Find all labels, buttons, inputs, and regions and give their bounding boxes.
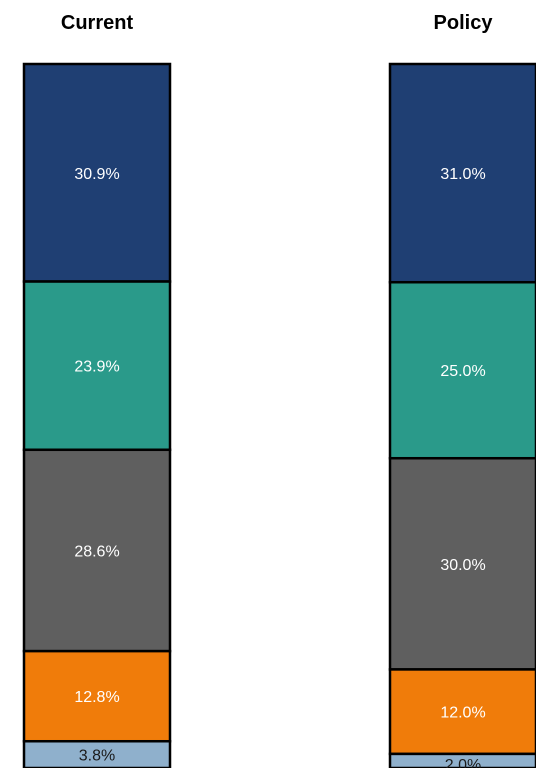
bar-segment-current-0 bbox=[22, 62, 172, 283]
column-title-current: Current bbox=[61, 12, 134, 34]
data-label-policy-1: 25.0% bbox=[440, 363, 485, 380]
data-label-current-1: 23.9% bbox=[74, 359, 119, 376]
column-title-policy: Policy bbox=[434, 12, 494, 34]
data-label-current-3: 12.8% bbox=[74, 689, 119, 706]
bar-segment-current-3 bbox=[22, 649, 172, 743]
bar-segment-policy-0 bbox=[388, 62, 536, 284]
bars-group: 30.9% 23.9% 28.6% 12.8% 3.8% 31.0% 25.0% 30.0% 1… bbox=[22, 62, 536, 768]
data-label-policy-2: 30.0% bbox=[440, 557, 485, 574]
data-label-policy-3: 12.0% bbox=[440, 705, 485, 722]
bar-segment-policy-3 bbox=[388, 668, 536, 756]
data-label-current-4: 3.8% bbox=[79, 748, 115, 765]
data-label-current-0: 30.9% bbox=[74, 166, 119, 183]
data-label-policy-0: 31.0% bbox=[440, 166, 485, 183]
data-label-current-2: 28.6% bbox=[74, 543, 119, 560]
bar-segment-current-1 bbox=[22, 280, 172, 452]
bar-segment-current-2 bbox=[22, 448, 172, 653]
data-label-policy-4: 2.0% bbox=[445, 757, 481, 768]
bar-segment-policy-1 bbox=[388, 280, 536, 460]
